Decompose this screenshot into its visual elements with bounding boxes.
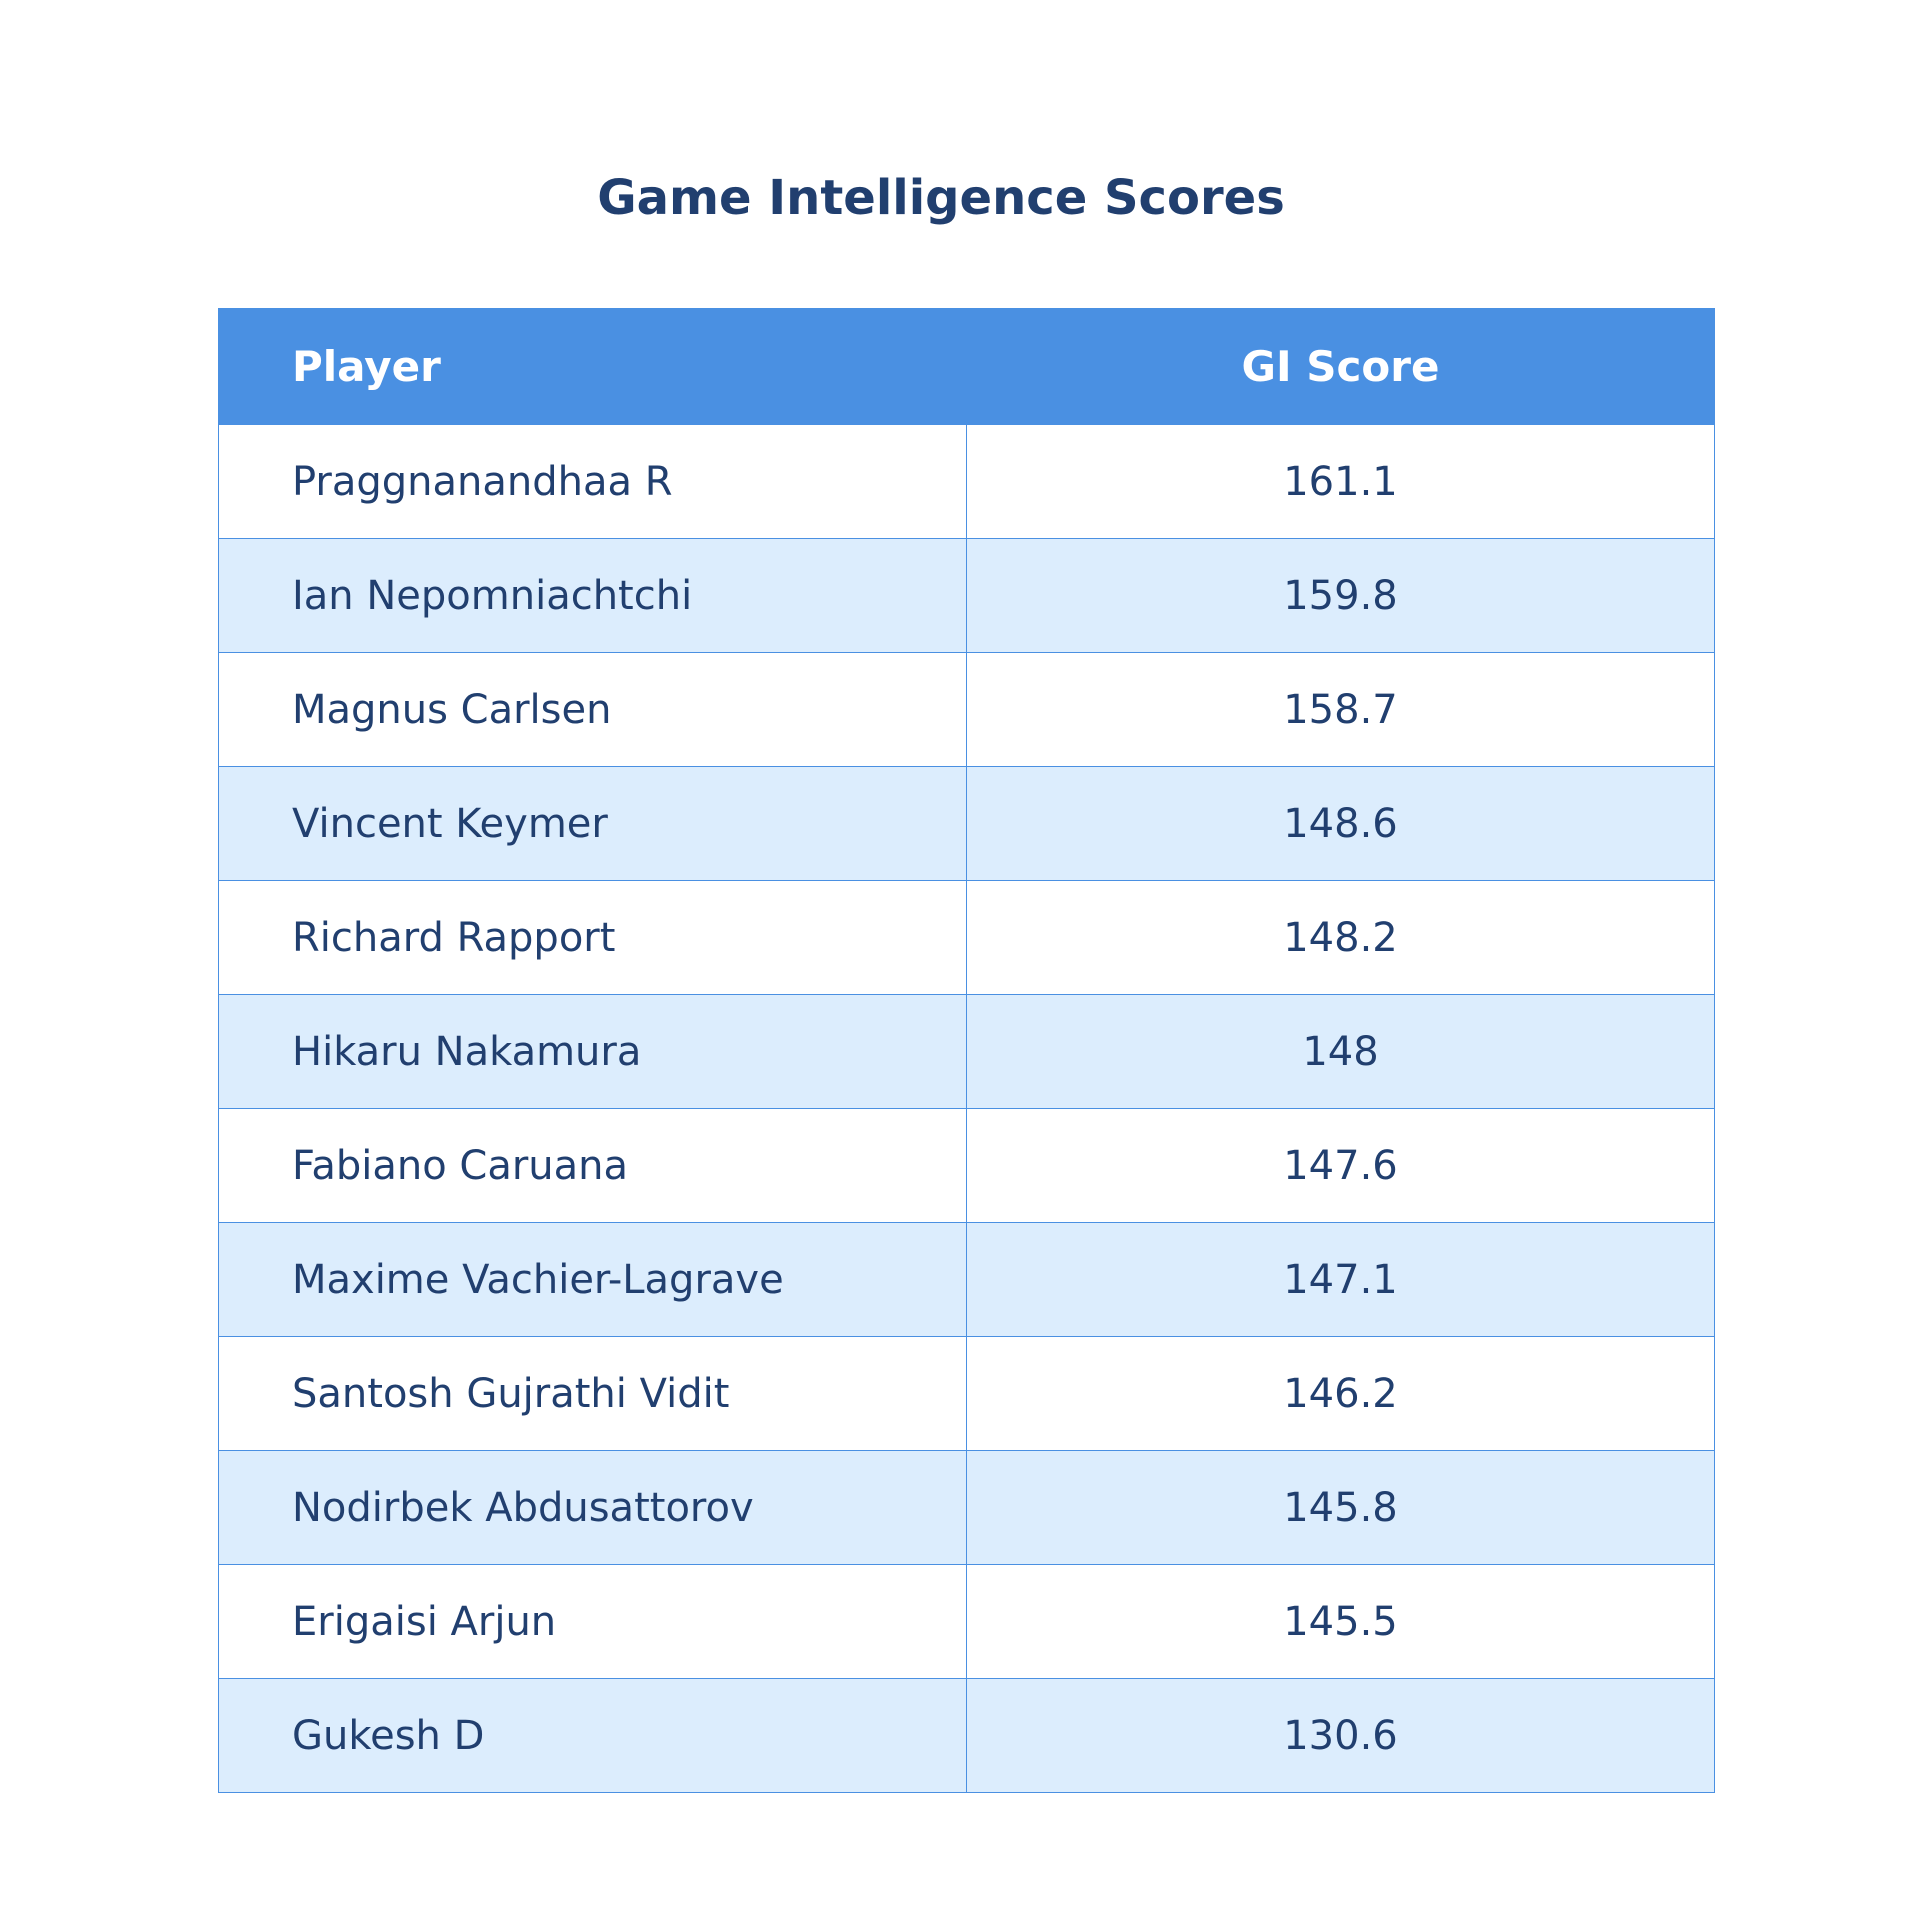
gi-score-cell: 147.6 xyxy=(966,1108,1715,1223)
player-name-cell: Fabiano Caruana xyxy=(218,1108,967,1223)
gi-score-cell: 158.7 xyxy=(966,652,1715,767)
player-name-cell: Magnus Carlsen xyxy=(218,652,967,767)
player-name-cell: Hikaru Nakamura xyxy=(218,994,967,1109)
player-name-cell: Vincent Keymer xyxy=(218,766,967,881)
gi-score-cell: 147.1 xyxy=(966,1222,1715,1337)
table-row: Santosh Gujrathi Vidit 146.2 xyxy=(218,1336,1715,1451)
table-header-row: Player GI Score xyxy=(218,308,1715,425)
gi-score-cell: 145.5 xyxy=(966,1564,1715,1679)
table-row: Richard Rapport 148.2 xyxy=(218,880,1715,995)
gi-score-cell: 145.8 xyxy=(966,1450,1715,1565)
gi-score-cell: 130.6 xyxy=(966,1678,1715,1793)
table-row: Ian Nepomniachtchi 159.8 xyxy=(218,538,1715,653)
table-row: Fabiano Caruana 147.6 xyxy=(218,1108,1715,1223)
table-row: Praggnanandhaa R 161.1 xyxy=(218,424,1715,539)
player-name-cell: Nodirbek Abdusattorov xyxy=(218,1450,967,1565)
table-row: Nodirbek Abdusattorov 145.8 xyxy=(218,1450,1715,1565)
player-name-cell: Praggnanandhaa R xyxy=(218,424,967,539)
player-name-cell: Richard Rapport xyxy=(218,880,967,995)
table-row: Vincent Keymer 148.6 xyxy=(218,766,1715,881)
table-body: Praggnanandhaa R 161.1 Ian Nepomniachtchi 1… xyxy=(218,424,1715,1793)
table-row: Magnus Carlsen 158.7 xyxy=(218,652,1715,767)
player-name-cell: Gukesh D xyxy=(218,1678,967,1793)
gi-score-cell: 148.6 xyxy=(966,766,1715,881)
player-name-cell: Erigaisi Arjun xyxy=(218,1564,967,1679)
table-row: Maxime Vachier-Lagrave 147.1 xyxy=(218,1222,1715,1337)
table-row: Erigaisi Arjun 145.5 xyxy=(218,1564,1715,1679)
player-name-cell: Santosh Gujrathi Vidit xyxy=(218,1336,967,1451)
player-name-cell: Ian Nepomniachtchi xyxy=(218,538,967,653)
chart-title: Game Intelligence Scores xyxy=(597,170,1285,226)
column-header-player: Player xyxy=(218,308,967,425)
gi-score-cell: 148.2 xyxy=(966,880,1715,995)
gi-score-cell: 159.8 xyxy=(966,538,1715,653)
gi-score-cell: 148 xyxy=(966,994,1715,1109)
gi-score-cell: 161.1 xyxy=(966,424,1715,539)
column-header-gi-score: GI Score xyxy=(966,308,1715,425)
table-row: Hikaru Nakamura 148 xyxy=(218,994,1715,1109)
gi-score-cell: 146.2 xyxy=(966,1336,1715,1451)
player-name-cell: Maxime Vachier-Lagrave xyxy=(218,1222,967,1337)
table-row: Gukesh D 130.6 xyxy=(218,1678,1715,1793)
scores-table: Player GI Score Praggnanandhaa R 161.1 Ian… xyxy=(218,308,1715,1793)
